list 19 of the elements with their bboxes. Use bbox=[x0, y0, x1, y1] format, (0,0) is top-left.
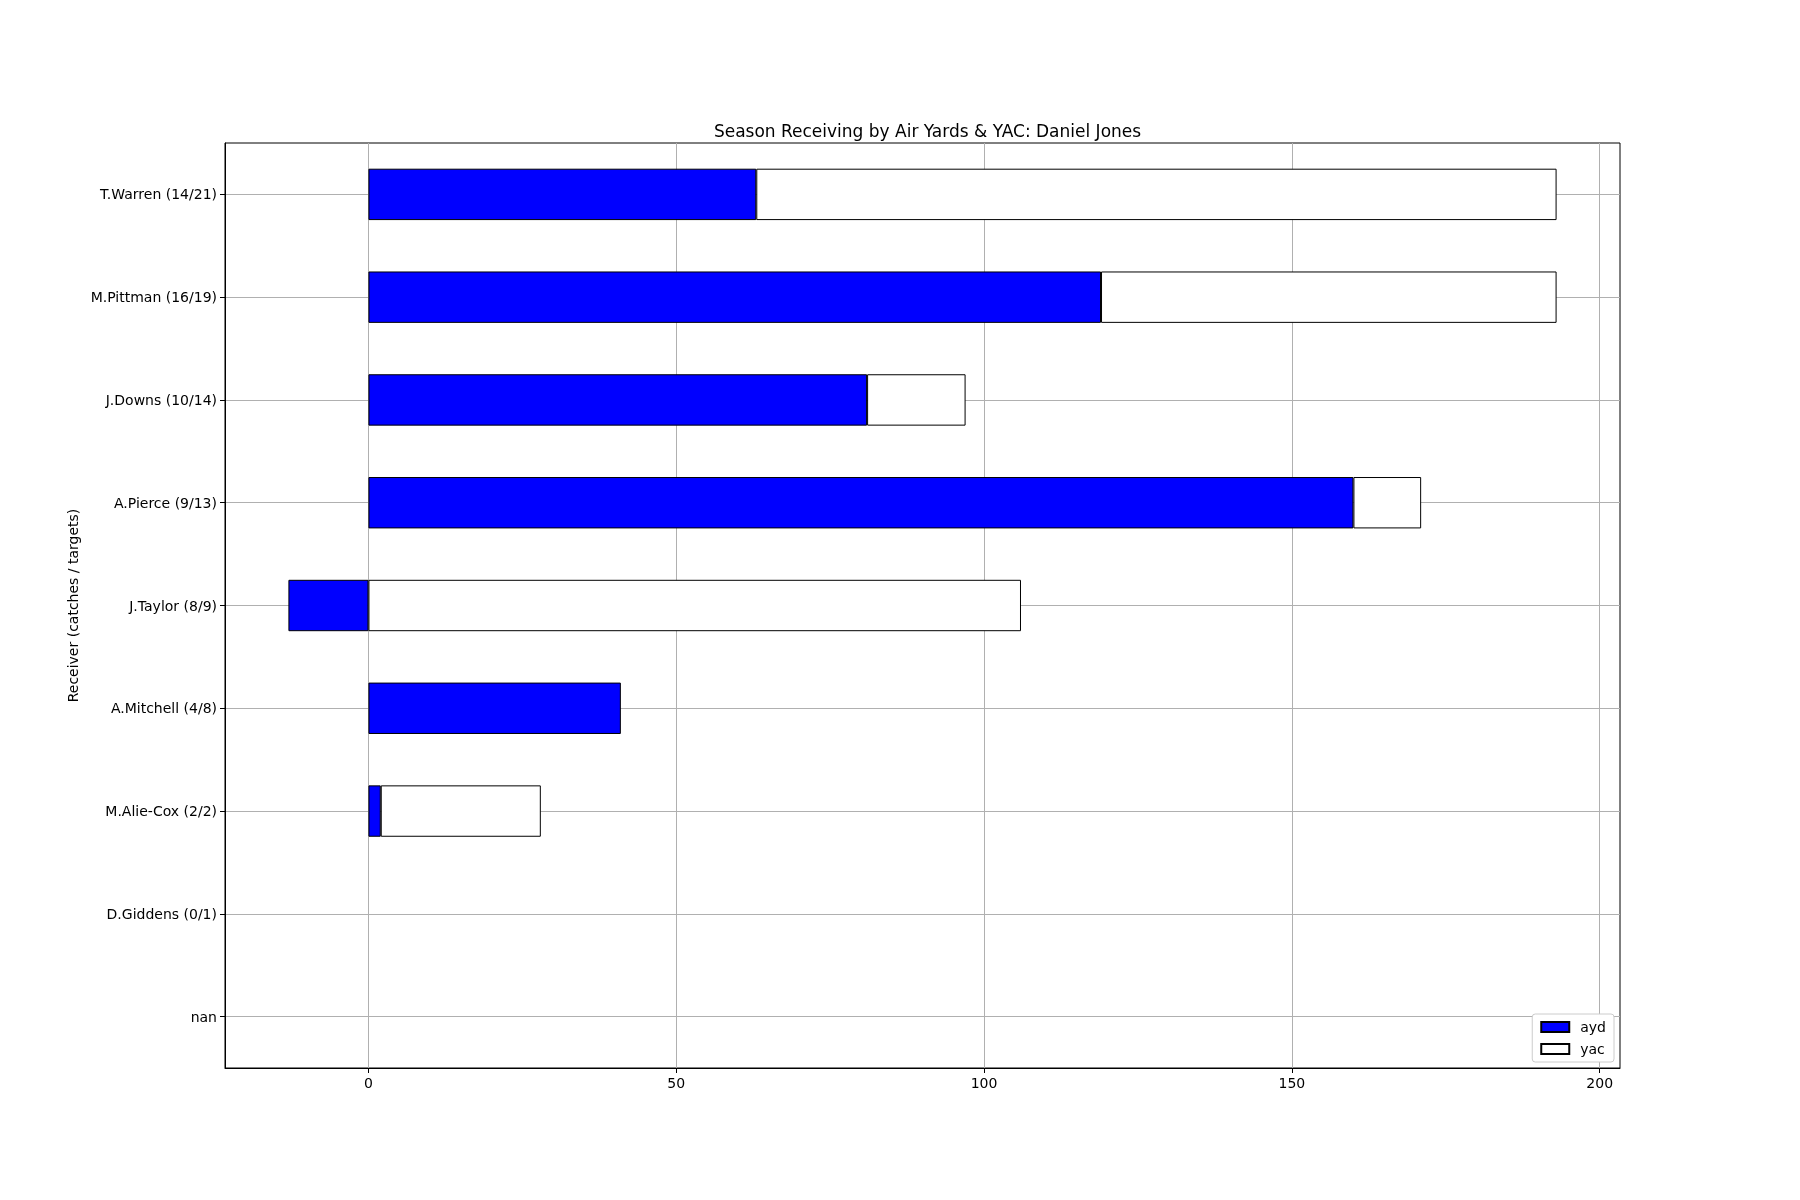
x-tick-label: 0 bbox=[363, 1075, 373, 1091]
bar bbox=[368, 682, 621, 734]
y-tick-label: M.Pittman (16/19) bbox=[90, 289, 217, 306]
chart-title: Season Receiving by Air Yards & YAC: Daniel Jones bbox=[713, 120, 1142, 141]
y-tick-label: J.Downs (10/14) bbox=[104, 391, 217, 408]
y-tick-label: D.Giddens (0/1) bbox=[106, 905, 217, 922]
x-tick-label: 50 bbox=[667, 1075, 686, 1091]
x-tick-label: 100 bbox=[970, 1075, 998, 1091]
x-tick-label: 200 bbox=[1586, 1075, 1614, 1091]
x-tick-label: 150 bbox=[1278, 1075, 1306, 1091]
y-tick-label: T.Warren (14/21) bbox=[98, 186, 217, 203]
y-tick-label: nan bbox=[190, 1008, 217, 1025]
y-tick-label: M.Alie-Cox (2/2) bbox=[105, 803, 217, 820]
y-tick-label: A.Pierce (9/13) bbox=[114, 494, 217, 511]
y-tick-label: J.Taylor (8/9) bbox=[128, 597, 217, 614]
y-tick-label: A.Mitchell (4/8) bbox=[110, 700, 217, 717]
legend-label: yac bbox=[1580, 1041, 1605, 1057]
y-axis-title: Receiver (catches / targets) bbox=[64, 508, 81, 703]
legend-label: ayd bbox=[1580, 1019, 1607, 1035]
